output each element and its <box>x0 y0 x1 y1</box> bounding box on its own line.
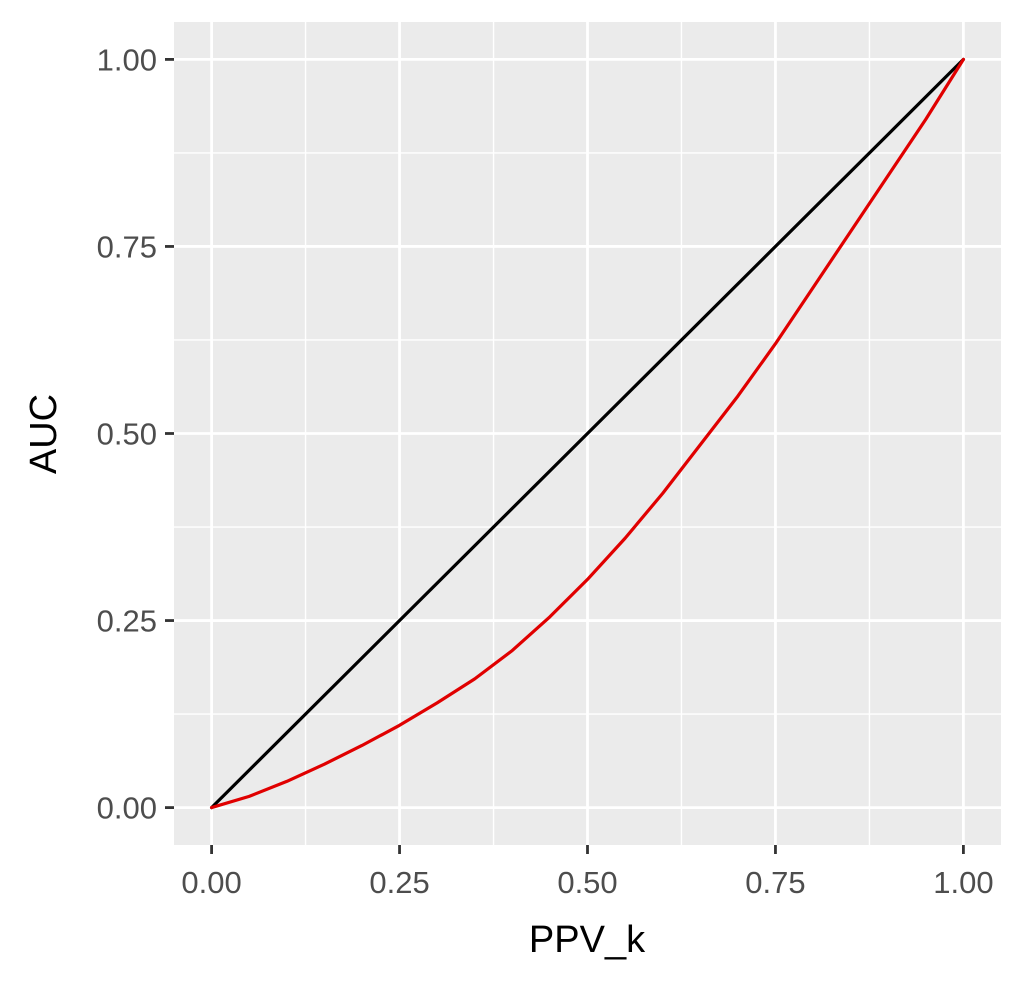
y-axis-title: AUC <box>23 394 65 474</box>
x-tick-label: 0.25 <box>369 865 429 900</box>
x-axis-title: PPV_k <box>529 919 646 961</box>
x-tick-label: 0.00 <box>181 865 241 900</box>
y-tick-label: 0.75 <box>97 229 157 264</box>
x-tick-label: 1.00 <box>933 865 993 900</box>
y-tick-label: 0.00 <box>97 791 157 826</box>
series-line-2 <box>209 57 966 810</box>
series-line-1 <box>209 57 966 810</box>
series-layer <box>209 57 966 810</box>
y-tick-label: 0.50 <box>97 417 157 452</box>
x-axis: 0.00 0.25 0.50 0.75 1.00 <box>181 845 994 900</box>
y-axis: 0.00 0.25 0.50 0.75 1.00 <box>97 42 174 826</box>
x-tick-label: 0.50 <box>557 865 617 900</box>
x-tick-label: 0.75 <box>745 865 805 900</box>
y-tick-label: 0.25 <box>97 604 157 639</box>
y-tick-label: 1.00 <box>97 42 157 77</box>
